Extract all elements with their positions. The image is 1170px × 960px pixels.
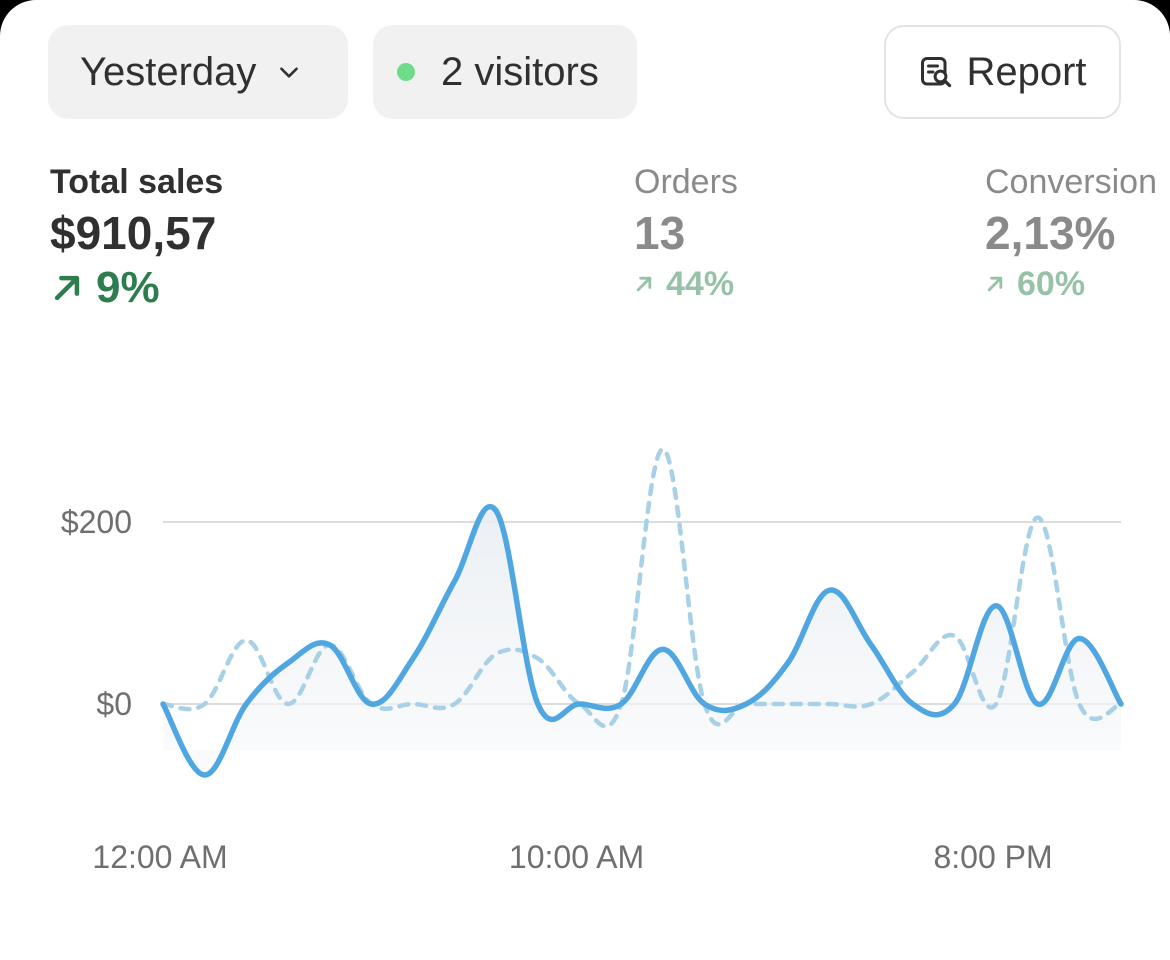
report-search-icon (921, 57, 952, 88)
conversion-delta-value: 60% (1017, 265, 1086, 303)
visitors-count: 2 visitors (441, 49, 599, 94)
chevron-down-icon (280, 67, 299, 78)
arrow-up-right-icon (987, 276, 1003, 292)
sales-series-line[interactable] (160, 503, 1124, 778)
live-visitors-badge[interactable]: 2 visitors (373, 25, 637, 119)
sales-line-chart[interactable]: $0 $200 12:00 AM 10:00 AM 8:00 PM (0, 0, 1170, 937)
y-tick-label: $0 (96, 686, 132, 722)
date-range-label: Yesterday (80, 49, 257, 94)
conversion-label: Conversion (985, 163, 1157, 201)
x-tick-label: 10:00 AM (509, 839, 644, 875)
conversion-value: 2,13% (985, 207, 1116, 259)
total-sales-label: Total sales (50, 163, 224, 201)
orders-label: Orders (634, 163, 738, 201)
date-range-dropdown[interactable]: Yesterday (48, 25, 348, 119)
orders-delta-value: 44% (666, 265, 735, 303)
metric-conversion[interactable]: Conversion 2,13% 60% (985, 160, 1157, 306)
x-tick-label: 8:00 PM (933, 839, 1052, 875)
metric-orders[interactable]: Orders 13 44% (634, 160, 738, 306)
metric-total-sales[interactable]: Total sales $910,57 9% (50, 160, 223, 314)
total-sales-value: $910,57 (50, 207, 217, 259)
report-button[interactable]: Report (884, 25, 1121, 119)
sales-area-fill (163, 506, 1121, 775)
total-sales-delta-value: 9% (96, 263, 160, 312)
report-label: Report (966, 49, 1087, 94)
orders-value: 13 (634, 207, 686, 259)
x-tick-label: 12:00 AM (92, 839, 227, 875)
live-dot-icon (397, 63, 415, 81)
y-tick-label: $200 (61, 504, 132, 540)
total-sales-delta: 9% (50, 262, 223, 314)
arrow-up-right-icon (54, 275, 80, 301)
orders-delta: 44% (634, 262, 738, 306)
conversion-delta: 60% (985, 262, 1157, 306)
arrow-up-right-icon (636, 276, 652, 292)
